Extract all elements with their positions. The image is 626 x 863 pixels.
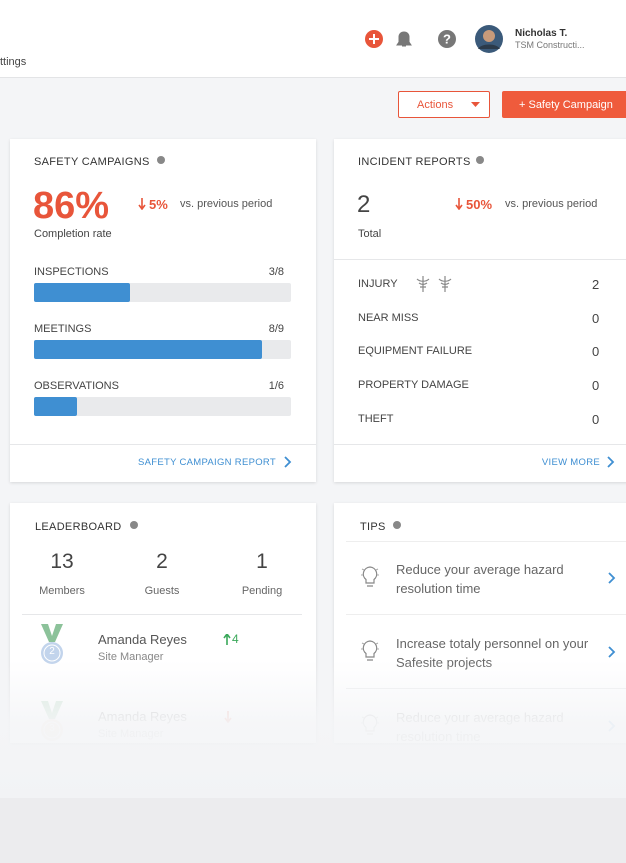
incident-count: 2 bbox=[357, 191, 371, 218]
item-progress: 3/8 bbox=[268, 266, 284, 278]
progress-track bbox=[34, 283, 291, 302]
user-company: TSM Constructi... bbox=[515, 40, 585, 50]
divider bbox=[22, 614, 302, 615]
header-icons: ? bbox=[365, 30, 456, 48]
stat-value: 2 bbox=[156, 550, 168, 573]
nav-item[interactable]: ttings bbox=[0, 56, 27, 68]
tip-text: Reduce your average hazard resolution ti… bbox=[396, 562, 564, 596]
injury-icons bbox=[416, 276, 452, 292]
progress-track bbox=[34, 397, 291, 416]
help-icon[interactable] bbox=[438, 30, 456, 48]
incident-reports-card: INCIDENT REPORTS 2 50% vs. previous peri… bbox=[334, 139, 626, 482]
stat-label: Pending bbox=[241, 585, 283, 597]
report-link[interactable]: SAFETY CAMPAIGN REPORT bbox=[137, 457, 276, 468]
card-title: LEADERBOARD bbox=[35, 521, 122, 533]
change: 50% bbox=[466, 197, 493, 212]
divider bbox=[334, 259, 626, 260]
item-name: MEETINGS bbox=[34, 323, 92, 335]
user-name: Nicholas T. bbox=[515, 28, 568, 39]
fade-overlay bbox=[0, 660, 626, 800]
incident-type: EQUIPMENT FAILURE bbox=[358, 345, 473, 358]
notifications-icon[interactable] bbox=[396, 31, 412, 47]
card-title: TIPS bbox=[360, 521, 386, 533]
safety-campaigns-card: SAFETY CAMPAIGNS 86% 5% vs. previous per… bbox=[10, 139, 316, 482]
progress-fill bbox=[34, 283, 131, 302]
stat-label: Guests bbox=[144, 585, 180, 597]
stat-value: 1 bbox=[256, 550, 268, 573]
incident-count: 0 bbox=[592, 310, 600, 326]
item-progress: 8/9 bbox=[268, 323, 284, 335]
tip-row[interactable]: Reduce your average hazard resolution ti… bbox=[334, 544, 626, 616]
card-title: SAFETY CAMPAIGNS bbox=[34, 156, 150, 168]
top-bar bbox=[0, 0, 626, 78]
divider bbox=[346, 541, 626, 542]
incident-type: INJURY bbox=[358, 278, 398, 290]
progress-fill bbox=[34, 397, 77, 416]
stat-value: 13 bbox=[50, 550, 74, 573]
stat-label: Members bbox=[39, 585, 85, 597]
new-campaign-button[interactable]: + Safety Campaign bbox=[502, 91, 626, 118]
rank: 2 bbox=[49, 646, 55, 657]
button-label: + Safety Campaign bbox=[519, 99, 613, 111]
view-more-link[interactable]: VIEW MORE bbox=[541, 457, 600, 468]
progress-track bbox=[34, 340, 291, 359]
progress-fill bbox=[34, 340, 263, 359]
item-name: INSPECTIONS bbox=[34, 266, 109, 278]
incident-type: NEAR MISS bbox=[358, 311, 419, 324]
item-name: OBSERVATIONS bbox=[34, 380, 119, 392]
rank-change: 4 bbox=[232, 632, 239, 646]
svg-text:?: ? bbox=[443, 32, 451, 47]
incident-count: 0 bbox=[592, 378, 600, 394]
rate-label: Completion rate bbox=[34, 228, 112, 240]
button-label: Actions bbox=[417, 99, 454, 111]
incident-type: PROPERTY DAMAGE bbox=[358, 379, 469, 392]
footer-area bbox=[0, 798, 626, 863]
divider bbox=[334, 444, 626, 445]
actions-button[interactable]: Actions bbox=[398, 91, 490, 118]
card-title: INCIDENT REPORTS bbox=[358, 156, 471, 168]
comparison: vs. previous period bbox=[180, 198, 273, 210]
item-progress: 1/6 bbox=[268, 380, 284, 392]
avatar[interactable] bbox=[474, 24, 504, 54]
incident-count: 0 bbox=[592, 344, 600, 360]
incident-count: 0 bbox=[592, 411, 600, 427]
divider bbox=[10, 444, 316, 445]
incident-count: 2 bbox=[592, 277, 600, 292]
comparison: vs. previous period bbox=[505, 198, 598, 210]
completion-rate: 86% bbox=[33, 185, 110, 227]
incident-type: THEFT bbox=[358, 412, 394, 425]
person-name: Amanda Reyes bbox=[98, 632, 187, 647]
count-label: Total bbox=[358, 228, 382, 240]
change: 5% bbox=[149, 197, 168, 212]
